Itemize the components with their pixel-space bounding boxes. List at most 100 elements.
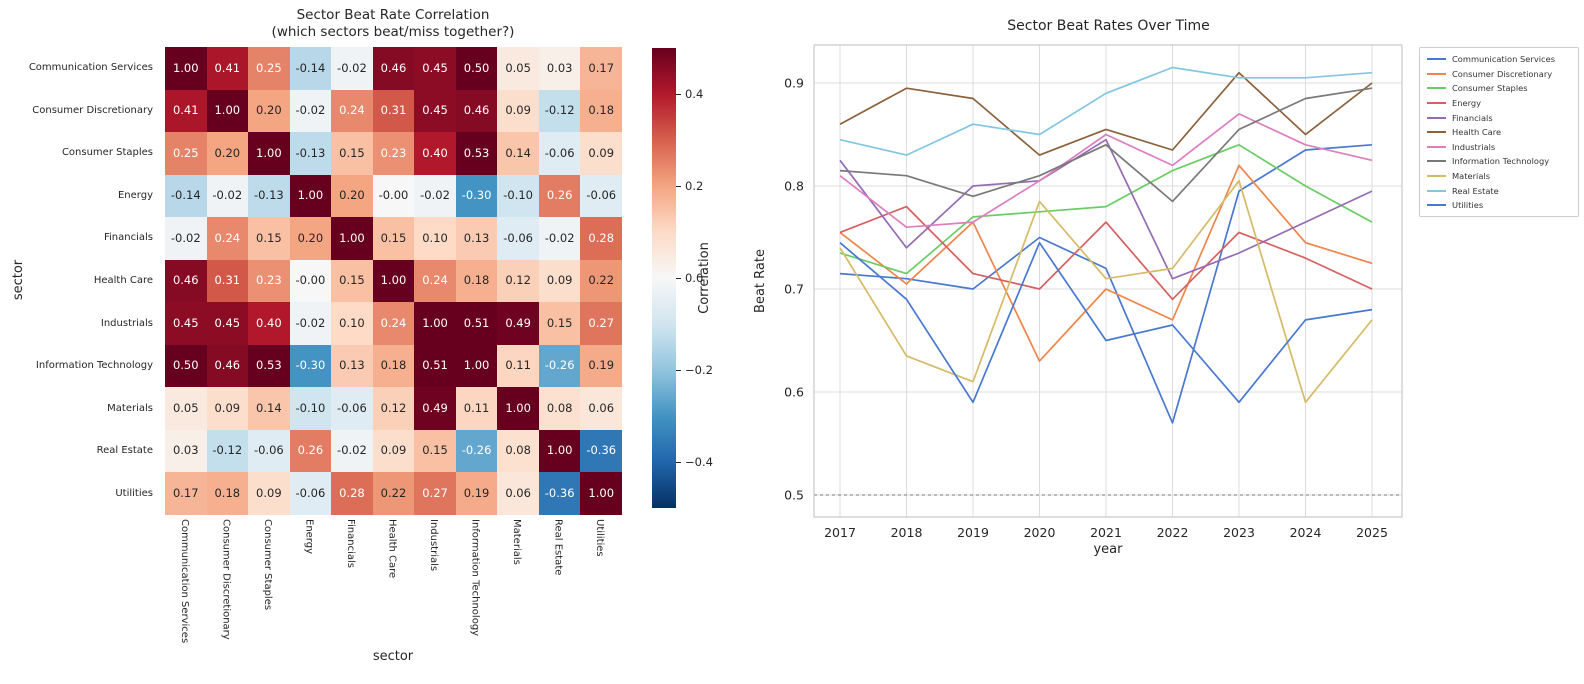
heatmap-row-label: Industrials xyxy=(100,317,153,329)
heatmap-cell: 0.13 xyxy=(331,344,373,388)
heatmap-row-label: Real Estate xyxy=(96,445,153,457)
heatmap-cell: 0.53 xyxy=(455,132,498,175)
series-line-energy xyxy=(839,205,1373,301)
heatmap-cell: 0.08 xyxy=(497,429,539,473)
heatmap-cell: 1.00 xyxy=(248,132,290,175)
heatmap-cell: 0.12 xyxy=(497,259,539,303)
heatmap-cell: 0.15 xyxy=(331,132,373,175)
heatmap-cell: 0.19 xyxy=(580,344,622,388)
legend-line-swatch xyxy=(1427,131,1446,134)
legend-label: Energy xyxy=(1452,98,1482,109)
heatmap-cell: 0.19 xyxy=(455,472,498,515)
heatmap-cell: -0.00 xyxy=(372,174,415,218)
legend-line-swatch xyxy=(1427,87,1446,90)
heatmap-cell: 0.10 xyxy=(331,302,373,345)
heatmap-col-labels: Communication Services Consumer Discretio… xyxy=(165,519,622,679)
heatmap-col-label: Health Care xyxy=(386,519,398,579)
colorbar-tick-mark xyxy=(676,93,681,95)
heatmap-cell: -0.13 xyxy=(248,174,290,218)
heatmap-cell: 0.05 xyxy=(497,47,539,90)
legend-label: Materials xyxy=(1452,171,1491,182)
series-line-consumer-staples xyxy=(839,143,1373,275)
heatmap-cell: 0.20 xyxy=(289,217,332,260)
heatmap-col-label: Consumer Staples xyxy=(261,519,273,611)
heatmap-cell: 0.46 xyxy=(372,47,415,90)
heatmap-cell: 0.51 xyxy=(414,344,456,388)
legend-label: Health Care xyxy=(1452,127,1502,138)
heatmap-cell: 0.49 xyxy=(414,387,456,430)
heatmap-cell: 0.26 xyxy=(538,174,581,218)
x-tick-label: 2021 xyxy=(1090,525,1122,540)
heatmap-cell: -0.10 xyxy=(289,387,332,430)
x-tick-label: 2018 xyxy=(891,525,923,540)
heatmap-cell: -0.02 xyxy=(289,89,332,133)
legend-label: Real Estate xyxy=(1452,185,1499,196)
colorbar-tick-label: −0.2 xyxy=(685,363,713,377)
heatmap-cell: -0.02 xyxy=(165,217,207,260)
legend-line-swatch xyxy=(1427,72,1446,75)
heatmap-cell: 0.18 xyxy=(455,259,498,303)
heatmap-col-label: Financials xyxy=(344,519,356,568)
series-line-real-estate xyxy=(839,66,1373,156)
heatmap-cell: 1.00 xyxy=(165,47,207,90)
heatmap-row-label: Energy xyxy=(117,189,153,201)
legend-item: Consumer Staples xyxy=(1427,81,1573,96)
heatmap-cell: 0.49 xyxy=(497,302,539,345)
x-tick-label: 2025 xyxy=(1356,525,1388,540)
heatmap-title-line2: (which sectors beat/miss together?) xyxy=(271,24,515,40)
heatmap-cell: 1.00 xyxy=(206,89,249,133)
heatmap-cell: -0.06 xyxy=(289,472,332,515)
legend-label: Industrials xyxy=(1452,141,1496,152)
heatmap-row-label: Consumer Staples xyxy=(61,147,153,159)
heatmap-cell: -0.02 xyxy=(331,429,373,473)
colorbar-tick-mark xyxy=(676,277,681,279)
heatmap-col-label: Industrials xyxy=(428,519,440,572)
heatmap-row-label: Materials xyxy=(107,402,153,414)
heatmap-cell: 0.18 xyxy=(580,89,622,133)
heatmap-cell: 0.25 xyxy=(165,132,207,175)
y-tick-label: 0.6 xyxy=(784,385,804,400)
x-tick-label: 2019 xyxy=(957,525,989,540)
heatmap-cell: -0.12 xyxy=(206,429,249,473)
heatmap-cell: 0.09 xyxy=(248,472,290,515)
heatmap-cell: 0.18 xyxy=(372,344,415,388)
heatmap-cell: -0.06 xyxy=(538,132,581,175)
heatmap-cell: 1.00 xyxy=(414,302,456,345)
heatmap-cell: 0.51 xyxy=(455,302,498,345)
heatmap-grid: 1.00 0.41 0.25 -0.14 -0.02 0.46 0.45 0.50 0.05 0.… xyxy=(165,47,622,515)
heatmap-cell: 0.13 xyxy=(455,217,498,260)
heatmap-cell: 0.50 xyxy=(165,344,207,388)
heatmap-row-labels: Communication Services Consumer Discretio… xyxy=(0,47,159,515)
x-tick-label: 2020 xyxy=(1024,525,1056,540)
heatmap-cell: 0.14 xyxy=(497,132,539,175)
colorbar xyxy=(652,48,676,508)
heatmap-cell: -0.06 xyxy=(331,387,373,430)
heatmap-cell: 0.31 xyxy=(372,89,415,133)
legend-line-swatch xyxy=(1427,102,1446,105)
heatmap-cell: 0.24 xyxy=(331,89,373,133)
heatmap-cell: -0.06 xyxy=(497,217,539,260)
heatmap-cell: 0.41 xyxy=(165,89,207,133)
heatmap-cell: 0.06 xyxy=(580,387,622,430)
heatmap-cell: 0.20 xyxy=(331,174,373,218)
x-tick-label: 2024 xyxy=(1290,525,1322,540)
legend-line-swatch xyxy=(1427,175,1446,178)
heatmap-cell: 0.24 xyxy=(414,259,456,303)
heatmap-cell: 0.08 xyxy=(538,387,581,430)
legend-item: Energy xyxy=(1427,96,1573,111)
heatmap-cell: 0.41 xyxy=(206,47,249,90)
heatmap-cell: 0.09 xyxy=(497,89,539,133)
legend-item: Information Technology xyxy=(1427,154,1573,169)
heatmap-cell: 0.27 xyxy=(580,302,622,345)
legend-line-swatch xyxy=(1427,145,1446,148)
legend-label: Financials xyxy=(1452,112,1493,123)
legend: Communication Services Consumer Discretio… xyxy=(1419,47,1579,217)
heatmap-cell: 0.20 xyxy=(248,89,290,133)
heatmap-cell: 0.09 xyxy=(538,259,581,303)
heatmap-col-label: Consumer Discretionary xyxy=(220,519,232,640)
colorbar-tick-label: −0.4 xyxy=(685,455,713,469)
heatmap-cell: 0.15 xyxy=(414,429,456,473)
colorbar-tick-label: 0.2 xyxy=(685,179,704,193)
heatmap-cell: 0.40 xyxy=(414,132,456,175)
